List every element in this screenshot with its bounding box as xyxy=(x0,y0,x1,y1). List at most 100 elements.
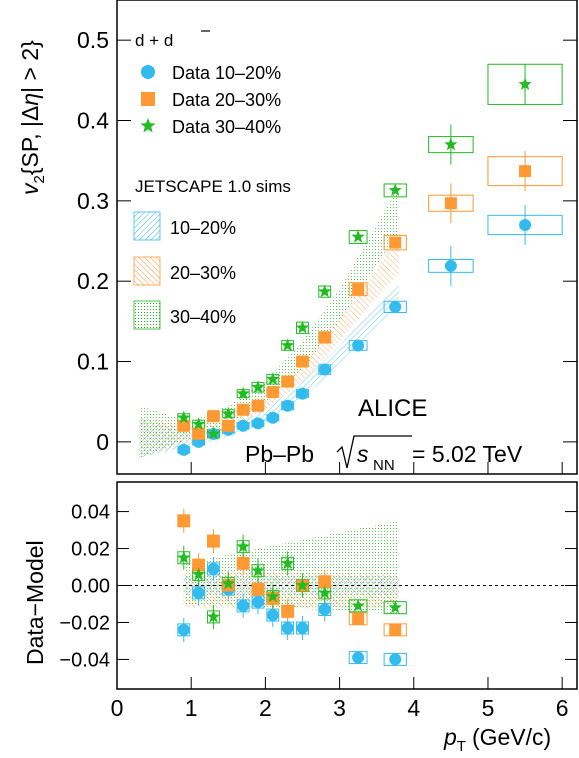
energy-symbol: s xyxy=(357,441,369,467)
data-point xyxy=(296,355,309,368)
top-panel: 0 0.1 0.2 0.3 0.4 0.5 v2{SP, |Δη| > 2} d + d … xyxy=(17,0,578,475)
x-tick-label: 3 xyxy=(333,695,346,721)
data-point xyxy=(352,339,365,352)
data-point xyxy=(206,426,221,440)
collision-system-label: Pb–Pb s NN = 5.02 TeV xyxy=(245,435,523,474)
data-point xyxy=(352,283,365,296)
data-point xyxy=(281,338,295,352)
residual-point xyxy=(296,622,309,635)
data-point xyxy=(295,320,310,334)
data-point xyxy=(518,77,532,90)
y-tick-label: −0.02 xyxy=(59,612,110,634)
x-tick-label: 4 xyxy=(407,695,420,721)
residual-point xyxy=(206,609,221,623)
data-point xyxy=(444,197,457,210)
data-point xyxy=(318,284,332,298)
residual-point xyxy=(177,550,191,564)
data-point xyxy=(177,419,190,432)
data-point xyxy=(237,419,250,432)
legend-label-model-20-30: 20–30% xyxy=(170,263,236,283)
residual-point xyxy=(266,609,279,622)
energy-value: = 5.02 TeV xyxy=(412,441,523,467)
data-point xyxy=(177,410,191,424)
residual-point xyxy=(281,605,294,618)
x-tick-label: 6 xyxy=(556,695,569,721)
x-tick-label: 0 xyxy=(111,695,124,721)
bottom-panel: −0.04 −0.02 0.00 0.02 0.04 0 1 2 3 4 5 6 Data−Mode… xyxy=(22,462,578,755)
y-tick-label: 0.5 xyxy=(77,27,109,53)
data-point xyxy=(177,443,190,456)
data-point xyxy=(222,419,235,432)
data-point xyxy=(251,417,264,430)
data-point xyxy=(296,387,309,400)
residual-point xyxy=(177,514,190,527)
residual-data-points xyxy=(177,514,402,666)
syst-box xyxy=(383,234,407,251)
residual-point xyxy=(389,653,402,666)
data-points xyxy=(177,77,532,456)
residual-point xyxy=(295,578,310,592)
legend-label-data-20-30: Data 20–30% xyxy=(172,90,281,110)
sqrt-sign xyxy=(336,435,412,469)
data-point xyxy=(389,300,402,313)
data-point xyxy=(266,411,279,424)
data-point xyxy=(266,386,279,399)
residual-point xyxy=(388,600,402,614)
residual-point xyxy=(281,556,295,569)
model-bands xyxy=(139,184,399,458)
residual-point xyxy=(251,596,264,609)
data-point xyxy=(281,399,294,412)
top-y-axis-label: v2{SP, |Δη| > 2} xyxy=(17,40,48,195)
bottom-y-ticks: −0.04 −0.02 0.00 0.02 0.04 xyxy=(59,502,577,671)
data-point xyxy=(236,386,250,400)
residual-point xyxy=(352,612,365,625)
data-point xyxy=(192,417,206,430)
residual-point xyxy=(318,585,332,599)
data-point xyxy=(251,380,265,393)
top-plot-frame xyxy=(116,0,578,475)
residual-point xyxy=(318,575,331,588)
syst-box xyxy=(487,63,563,105)
legend-label-model-30-40: 30–40% xyxy=(170,307,236,327)
data-point xyxy=(444,259,457,272)
legend-model: JETSCAPE 1.0 sims 10–20% 20–30% 30–40% xyxy=(133,177,291,330)
residual-point xyxy=(192,586,205,599)
data-point xyxy=(318,363,331,376)
data-point xyxy=(318,331,331,344)
legend-model-title: JETSCAPE 1.0 sims xyxy=(135,177,291,196)
data-point xyxy=(207,410,220,423)
y-tick-label: 0.04 xyxy=(71,502,110,524)
y-tick-label: 0 xyxy=(96,429,109,455)
residual-point xyxy=(236,539,250,553)
legend-band-10-20 xyxy=(133,211,161,241)
system-label: Pb–Pb xyxy=(245,441,314,467)
residual-point xyxy=(221,576,235,590)
legend-title: d + d xyxy=(135,31,173,50)
residual-point xyxy=(207,562,220,575)
residual-point xyxy=(237,557,250,570)
y-tick-label: 0.02 xyxy=(71,539,110,561)
top-y-ticks: 0 0.1 0.2 0.3 0.4 0.5 xyxy=(77,27,577,455)
residual-point xyxy=(352,651,365,664)
data-point xyxy=(389,236,402,249)
x-tick-label: 1 xyxy=(185,695,198,721)
legend-band-30-40 xyxy=(133,300,161,330)
legend-label-data-10-20: Data 10–20% xyxy=(172,63,281,83)
data-point xyxy=(351,230,365,243)
legend-data: d + d Data 10–20% Data 20–30% Data 30–40… xyxy=(135,30,281,137)
data-point xyxy=(221,406,235,420)
bottom-y-axis-label: Data−Model xyxy=(22,540,48,665)
x-axis-label: pT (GeV/c) xyxy=(443,724,551,755)
data-point xyxy=(237,403,250,416)
legend-label-data-30-40: Data 30–40% xyxy=(172,117,281,137)
x-tick-label: 5 xyxy=(482,695,495,721)
data-point xyxy=(519,165,532,178)
experiment-label: ALICE xyxy=(358,395,427,422)
y-tick-label: 0.4 xyxy=(77,108,109,134)
residual-point xyxy=(192,567,206,581)
residual-point xyxy=(351,598,365,612)
residual-point xyxy=(281,622,294,635)
residual-point xyxy=(177,623,190,636)
y-tick-label: 0.2 xyxy=(77,268,109,294)
